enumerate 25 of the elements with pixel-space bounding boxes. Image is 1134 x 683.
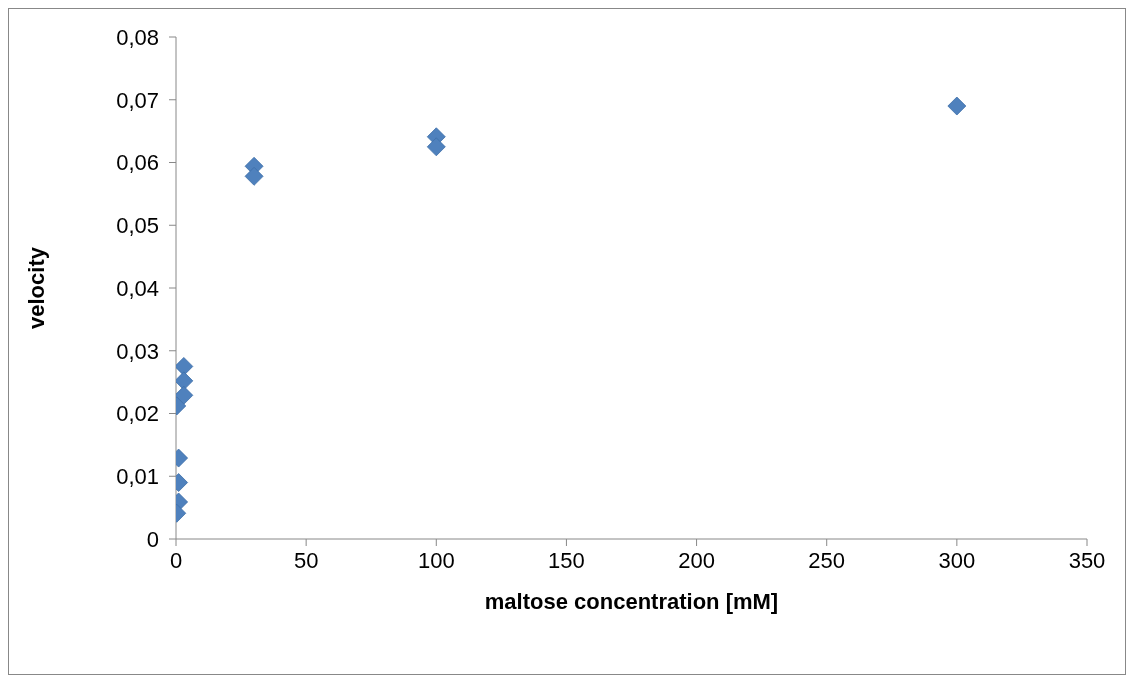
- point: [426, 137, 446, 157]
- y-tick-label: 0,08: [116, 24, 159, 50]
- x-tick-label: 200: [678, 547, 715, 573]
- x-tick-label: 300: [938, 547, 976, 573]
- point: [947, 96, 967, 116]
- point: [176, 385, 194, 405]
- x-tick-label: 50: [293, 547, 319, 573]
- x-tick-label: 150: [548, 547, 585, 573]
- x-tick-label: 100: [417, 547, 455, 573]
- x-axis-title: maltose concentration [mM]: [484, 589, 779, 614]
- y-tick-label: 0,07: [116, 87, 159, 113]
- point: [244, 166, 264, 186]
- y-tick-label: 0,01: [116, 464, 159, 490]
- y-tick-label: 0,05: [116, 213, 159, 239]
- point: [176, 371, 194, 391]
- y-tick-label: 0,02: [116, 401, 159, 427]
- y-tick-label: 0,04: [116, 275, 159, 301]
- y-axis-title: velocity: [23, 246, 49, 329]
- x-tick-label: 350: [1068, 547, 1106, 573]
- y-tick-label: 0: [146, 526, 159, 552]
- x-tick-label: 0: [169, 547, 183, 573]
- x-tick-label: 250: [808, 547, 846, 573]
- point: [176, 357, 194, 376]
- y-tick-label: 0,03: [116, 338, 159, 364]
- y-tick-label: 0,06: [116, 150, 159, 176]
